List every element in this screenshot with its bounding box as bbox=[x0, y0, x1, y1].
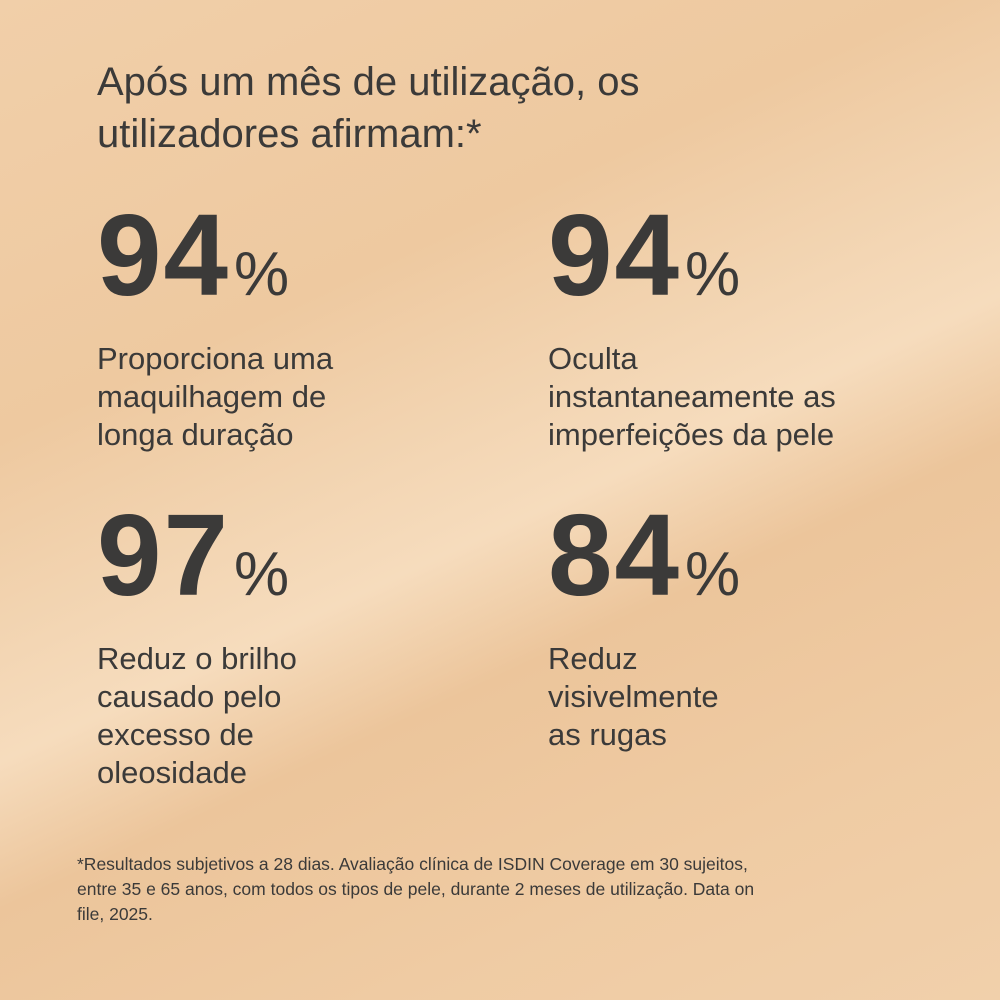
stat: 94% Proporciona uma maquilhagem de longa du… bbox=[97, 197, 517, 454]
stat-figure: 84% bbox=[548, 497, 968, 630]
heading: Após um mês de utilização, os utilizadore… bbox=[97, 56, 639, 160]
description-line: Proporciona uma bbox=[97, 341, 334, 376]
heading-line: utilizadores afirmam:* bbox=[97, 112, 482, 156]
description-line: longa duração bbox=[97, 417, 294, 452]
description-line: Oculta bbox=[548, 341, 638, 376]
description-line: causado pelo bbox=[97, 679, 282, 714]
stat-unit: % bbox=[234, 540, 292, 609]
stat: 94% Oculta instantaneamente as imperfeições… bbox=[548, 197, 968, 454]
description-line: Reduz o brilho bbox=[97, 641, 297, 676]
stat-description: Reduz visivelmente as rugas bbox=[548, 640, 968, 754]
stat-figure: 94% bbox=[548, 197, 968, 330]
stat-unit: % bbox=[234, 240, 292, 309]
stat: 84% Reduz visivelmente as rugas bbox=[548, 497, 968, 754]
footnote-line: entre 35 e 65 anos, com todos os tipos d… bbox=[77, 879, 755, 899]
stat-unit: % bbox=[685, 240, 743, 309]
footnote-line: *Resultados subjetivos a 28 dias. Avalia… bbox=[77, 854, 748, 874]
stat-figure: 97% bbox=[97, 497, 517, 630]
stat-value: 97 bbox=[97, 490, 231, 620]
footnote-line: file, 2025. bbox=[77, 904, 153, 924]
stat-value: 84 bbox=[548, 490, 682, 620]
description-line: as rugas bbox=[548, 717, 667, 752]
stat-unit: % bbox=[685, 540, 743, 609]
description-line: Reduz bbox=[548, 641, 638, 676]
stat-description: Oculta instantaneamente as imperfeições da… bbox=[548, 340, 968, 454]
description-line: imperfeições da pele bbox=[548, 417, 835, 452]
stat-description: Proporciona uma maquilhagem de longa duraç… bbox=[97, 340, 517, 454]
description-line: instantaneamente as bbox=[548, 379, 836, 414]
description-line: excesso de bbox=[97, 717, 254, 752]
stat-value: 94 bbox=[548, 190, 682, 320]
description-line: oleosidade bbox=[97, 755, 247, 790]
description-line: visivelmente bbox=[548, 679, 719, 714]
stat-value: 94 bbox=[97, 190, 231, 320]
stat-figure: 94% bbox=[97, 197, 517, 330]
stat-description: Reduz o brilho causado pelo excesso de oleo… bbox=[97, 640, 517, 792]
heading-line: Após um mês de utilização, os bbox=[97, 60, 640, 104]
stat: 97% Reduz o brilho causado pelo excesso de o… bbox=[97, 497, 517, 792]
description-line: maquilhagem de bbox=[97, 379, 327, 414]
footnote: *Resultados subjetivos a 28 dias. Avalia… bbox=[77, 852, 754, 927]
